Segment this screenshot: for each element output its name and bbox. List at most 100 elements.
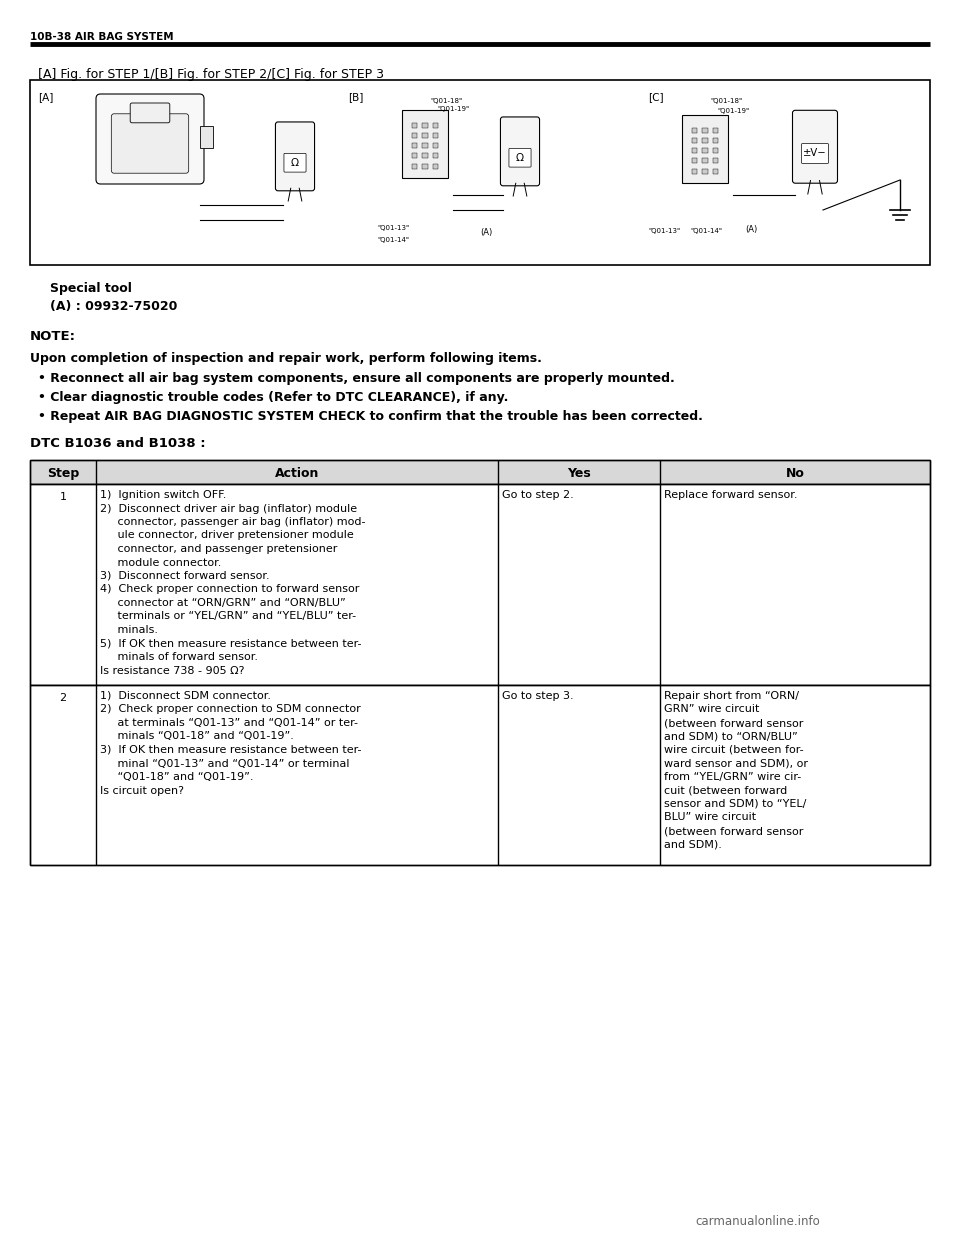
Text: DTC B1036 and B1038 :: DTC B1036 and B1038 : xyxy=(30,437,205,450)
Bar xyxy=(30,80,930,266)
Text: 3)  If OK then measure resistance between ter-: 3) If OK then measure resistance between… xyxy=(100,745,361,755)
Text: from “YEL/GRN” wire cir-: from “YEL/GRN” wire cir- xyxy=(664,772,802,782)
Text: (between forward sensor: (between forward sensor xyxy=(664,826,804,836)
Bar xyxy=(433,153,438,158)
Text: "Q01-18": "Q01-18" xyxy=(710,98,742,104)
Bar xyxy=(703,158,708,163)
Bar xyxy=(712,138,718,143)
Text: • Repeat AIR BAG DIAGNOSTIC SYSTEM CHECK to confirm that the trouble has been co: • Repeat AIR BAG DIAGNOSTIC SYSTEM CHECK… xyxy=(38,410,703,424)
Text: • Reconnect all air bag system components, ensure all components are properly mo: • Reconnect all air bag system component… xyxy=(38,372,675,385)
Bar xyxy=(692,148,697,153)
FancyBboxPatch shape xyxy=(682,115,729,183)
Text: minals.: minals. xyxy=(100,625,157,635)
Text: Go to step 3.: Go to step 3. xyxy=(502,692,574,701)
Text: connector at “ORN/GRN” and “ORN/BLU”: connector at “ORN/GRN” and “ORN/BLU” xyxy=(100,598,346,608)
FancyBboxPatch shape xyxy=(401,110,448,178)
Bar xyxy=(703,148,708,153)
Text: 4)  Check proper connection to forward sensor: 4) Check proper connection to forward se… xyxy=(100,584,359,594)
Text: "Q01-14": "Q01-14" xyxy=(377,237,409,243)
Text: "Q01-13": "Q01-13" xyxy=(377,225,409,231)
Text: Ω: Ω xyxy=(291,158,299,168)
FancyBboxPatch shape xyxy=(802,143,828,163)
FancyBboxPatch shape xyxy=(509,148,531,167)
Bar xyxy=(422,153,427,158)
Bar xyxy=(30,459,930,484)
Text: at terminals “Q01-13” and “Q01-14” or ter-: at terminals “Q01-13” and “Q01-14” or te… xyxy=(100,718,358,727)
Text: module connector.: module connector. xyxy=(100,557,221,568)
Text: Ω: Ω xyxy=(516,153,524,163)
Text: Replace forward sensor.: Replace forward sensor. xyxy=(664,490,798,500)
FancyBboxPatch shape xyxy=(500,117,540,185)
FancyBboxPatch shape xyxy=(131,103,170,122)
Bar xyxy=(422,122,427,128)
Text: Repair short from “ORN/: Repair short from “ORN/ xyxy=(664,692,799,701)
Text: 1)  Ignition switch OFF.: 1) Ignition switch OFF. xyxy=(100,490,226,500)
FancyBboxPatch shape xyxy=(793,110,837,183)
Text: "Q01-19": "Q01-19" xyxy=(717,107,749,114)
Text: 2)  Disconnect driver air bag (inflator) module: 2) Disconnect driver air bag (inflator) … xyxy=(100,504,357,514)
Text: and SDM) to “ORN/BLU”: and SDM) to “ORN/BLU” xyxy=(664,731,798,741)
Bar xyxy=(422,163,427,169)
FancyBboxPatch shape xyxy=(276,122,315,190)
Bar xyxy=(712,168,718,174)
Bar xyxy=(712,127,718,133)
FancyBboxPatch shape xyxy=(96,94,204,184)
Text: carmanualonline.info: carmanualonline.info xyxy=(695,1215,820,1228)
Text: "Q01-19": "Q01-19" xyxy=(437,106,469,112)
Text: (A): (A) xyxy=(745,225,757,233)
Text: [C]: [C] xyxy=(648,91,663,103)
Text: sensor and SDM) to “YEL/: sensor and SDM) to “YEL/ xyxy=(664,799,806,809)
Bar xyxy=(712,158,718,163)
Text: 5)  If OK then measure resistance between ter-: 5) If OK then measure resistance between… xyxy=(100,638,361,648)
Bar xyxy=(200,126,213,148)
Bar xyxy=(412,143,418,148)
Text: Upon completion of inspection and repair work, perform following items.: Upon completion of inspection and repair… xyxy=(30,352,541,366)
Text: ward sensor and SDM), or: ward sensor and SDM), or xyxy=(664,758,808,768)
Text: "Q01-13": "Q01-13" xyxy=(648,228,680,233)
Bar xyxy=(433,143,438,148)
Text: (A): (A) xyxy=(480,228,492,237)
Text: GRN” wire circuit: GRN” wire circuit xyxy=(664,704,759,715)
Bar xyxy=(433,122,438,128)
Text: (between forward sensor: (between forward sensor xyxy=(664,718,804,727)
Text: wire circuit (between for-: wire circuit (between for- xyxy=(664,745,804,755)
Bar xyxy=(412,133,418,138)
Text: “Q01-18” and “Q01-19”.: “Q01-18” and “Q01-19”. xyxy=(100,772,253,782)
Bar xyxy=(422,143,427,148)
Text: [A] Fig. for STEP 1/[B] Fig. for STEP 2/[C] Fig. for STEP 3: [A] Fig. for STEP 1/[B] Fig. for STEP 2/… xyxy=(38,68,384,82)
Text: "Q01-14": "Q01-14" xyxy=(690,228,722,233)
Bar xyxy=(692,127,697,133)
Text: ±V−: ±V− xyxy=(804,148,827,158)
Text: minal “Q01-13” and “Q01-14” or terminal: minal “Q01-13” and “Q01-14” or terminal xyxy=(100,758,349,768)
Bar xyxy=(30,685,930,864)
Text: minals of forward sensor.: minals of forward sensor. xyxy=(100,652,257,662)
Text: and SDM).: and SDM). xyxy=(664,840,722,850)
Bar xyxy=(692,168,697,174)
Text: [A]: [A] xyxy=(38,91,54,103)
Text: terminals or “YEL/GRN” and “YEL/BLU” ter-: terminals or “YEL/GRN” and “YEL/BLU” ter… xyxy=(100,611,356,621)
Text: 3)  Disconnect forward sensor.: 3) Disconnect forward sensor. xyxy=(100,571,270,580)
Text: Is resistance 738 - 905 Ω?: Is resistance 738 - 905 Ω? xyxy=(100,666,244,676)
Text: ule connector, driver pretensioner module: ule connector, driver pretensioner modul… xyxy=(100,531,353,541)
Text: connector, passenger air bag (inflator) mod-: connector, passenger air bag (inflator) … xyxy=(100,517,365,527)
Text: Action: Action xyxy=(275,467,319,480)
Text: 2: 2 xyxy=(60,693,66,703)
Bar xyxy=(30,484,930,685)
FancyBboxPatch shape xyxy=(284,153,306,172)
Text: 10B-38 AIR BAG SYSTEM: 10B-38 AIR BAG SYSTEM xyxy=(30,32,174,42)
Bar xyxy=(433,133,438,138)
Text: (A) : 09932-75020: (A) : 09932-75020 xyxy=(50,300,178,312)
Bar xyxy=(703,138,708,143)
FancyBboxPatch shape xyxy=(111,114,189,173)
Text: Yes: Yes xyxy=(567,467,590,480)
Text: 2)  Check proper connection to SDM connector: 2) Check proper connection to SDM connec… xyxy=(100,704,360,715)
Bar xyxy=(692,138,697,143)
Text: 1)  Disconnect SDM connector.: 1) Disconnect SDM connector. xyxy=(100,692,271,701)
Text: Go to step 2.: Go to step 2. xyxy=(502,490,574,500)
Bar xyxy=(412,153,418,158)
Text: NOTE:: NOTE: xyxy=(30,330,76,343)
Bar xyxy=(703,168,708,174)
Bar xyxy=(692,158,697,163)
Text: minals “Q01-18” and “Q01-19”.: minals “Q01-18” and “Q01-19”. xyxy=(100,731,294,741)
Text: cuit (between forward: cuit (between forward xyxy=(664,785,787,795)
